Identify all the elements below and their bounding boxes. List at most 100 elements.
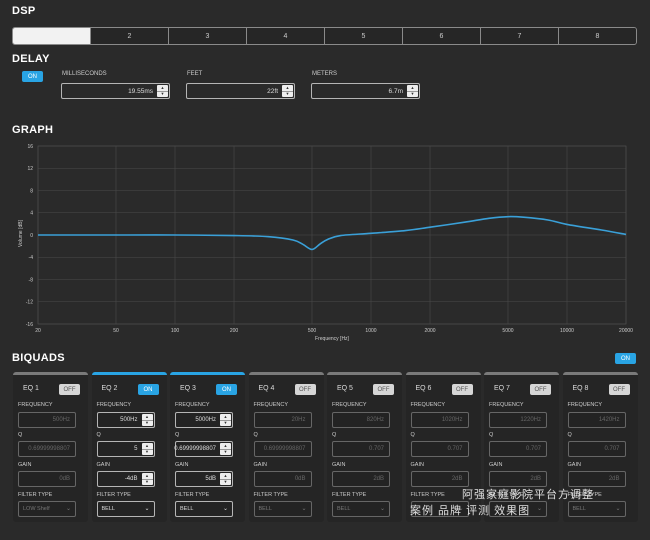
biquad-toggle[interactable]: OFF: [530, 384, 551, 395]
tab-channel-1[interactable]: [13, 28, 90, 44]
feet-stepper[interactable]: ▲ ▼: [282, 85, 293, 97]
frequency-input[interactable]: 1020Hz▲▼: [410, 412, 469, 428]
milliseconds-input[interactable]: 19.55ms ▲ ▼: [61, 83, 170, 99]
tab-channel-6[interactable]: 6: [402, 28, 480, 44]
q-value: 0.707: [604, 446, 620, 452]
gain-input[interactable]: 2dB▲▼: [567, 471, 626, 487]
stepper-up-icon[interactable]: ▲: [223, 442, 228, 448]
y-tick-label: 8: [30, 188, 33, 194]
frequency-input[interactable]: 1220Hz▲▼: [489, 412, 547, 428]
biquad-toggle[interactable]: OFF: [373, 384, 394, 395]
filter-type-select[interactable]: BELL ⌄: [175, 501, 233, 517]
filter-type-select[interactable]: BELL ⌄: [567, 501, 626, 517]
tab-channel-3[interactable]: 3: [168, 28, 246, 44]
q-input[interactable]: 0.707▲▼: [567, 441, 626, 457]
biquad-toggle[interactable]: ON: [216, 384, 237, 395]
stepper-up-icon[interactable]: ▲: [145, 442, 149, 448]
gain-input[interactable]: 0dB▲▼: [18, 471, 76, 487]
gain-input[interactable]: 2dB▲▼: [410, 471, 469, 487]
q-value: 0.707: [525, 446, 541, 452]
gain-input[interactable]: 5dB ▲ ▼: [175, 471, 233, 487]
biquad-name: EQ 5: [337, 385, 353, 392]
frequency-input[interactable]: 500Hz▲▼: [18, 412, 76, 428]
frequency-input[interactable]: 5000Hz ▲ ▼: [175, 412, 233, 428]
frequency-input[interactable]: 1420Hz▲▼: [567, 412, 626, 428]
q-stepper[interactable]: ▲ ▼: [141, 442, 153, 456]
filter-type-select[interactable]: BELL ⌄: [253, 501, 312, 517]
q-input[interactable]: 0.69999998807▲▼: [253, 441, 312, 457]
stepper-down-icon[interactable]: ▼: [141, 419, 153, 427]
stepper-up-icon[interactable]: ▲: [410, 84, 415, 90]
tab-channel-7[interactable]: 7: [480, 28, 558, 44]
stepper-up-icon[interactable]: ▲: [223, 413, 228, 419]
delay-toggle[interactable]: ON: [22, 71, 43, 82]
q-value: 0.707: [447, 446, 463, 452]
biquads-toggle[interactable]: ON: [615, 353, 636, 364]
stepper-down-icon[interactable]: ▼: [220, 419, 231, 427]
stepper-down-icon[interactable]: ▼: [407, 90, 418, 98]
biquad-card-8: EQ 8 OFF FREQUENCY 1420Hz▲▼ Q 0.707▲▼ GAIN 2dB▲…: [562, 372, 638, 522]
x-tick-label: 20000: [619, 328, 633, 334]
stepper-down-icon[interactable]: ▼: [141, 478, 153, 486]
stepper-down-icon[interactable]: ▼: [220, 478, 231, 486]
gain-stepper[interactable]: ▲ ▼: [141, 472, 153, 486]
q-input[interactable]: 5 ▲ ▼: [96, 441, 155, 457]
stepper-down-icon[interactable]: ▼: [141, 448, 153, 456]
biquad-toggle[interactable]: ON: [137, 384, 159, 395]
meters-input[interactable]: 6.7m ▲ ▼: [311, 83, 420, 99]
gain-input[interactable]: 2dB▲▼: [489, 471, 547, 487]
frequency-stepper[interactable]: ▲ ▼: [220, 414, 231, 426]
gain-input[interactable]: 2dB▲▼: [332, 471, 390, 487]
y-tick-label: -16: [26, 322, 33, 328]
filter-type-label: FILTER TYPE: [175, 492, 210, 498]
tab-channel-8[interactable]: 8: [558, 28, 636, 44]
filter-type-label: FILTER TYPE: [96, 492, 131, 498]
filter-type-select[interactable]: ⌄: [410, 501, 469, 517]
frequency-input[interactable]: 500Hz▲▼: [96, 412, 155, 428]
stepper-up-icon[interactable]: ▲: [160, 84, 165, 90]
gain-stepper[interactable]: ▲ ▼: [220, 473, 231, 485]
frequency-input[interactable]: 20Hz▲▼: [253, 412, 312, 428]
stepper-down-icon[interactable]: ▼: [220, 448, 231, 456]
q-input[interactable]: 0.707▲▼: [489, 441, 547, 457]
filter-type-select[interactable]: ⌄: [489, 501, 547, 517]
frequency-label: FREQUENCY: [18, 402, 53, 408]
q-label: Q: [489, 432, 494, 438]
gain-input[interactable]: -4dB ▲ ▼: [96, 471, 155, 487]
q-stepper[interactable]: ▲ ▼: [220, 443, 231, 455]
filter-type-select[interactable]: BELL ⌄: [96, 501, 155, 517]
tab-channel-5[interactable]: 5: [324, 28, 402, 44]
filter-type-select[interactable]: BELL ⌄: [332, 501, 390, 517]
biquad-toggle[interactable]: OFF: [608, 384, 630, 395]
q-input[interactable]: 0.707▲▼: [332, 441, 390, 457]
milliseconds-stepper[interactable]: ▲ ▼: [157, 85, 168, 97]
stepper-down-icon[interactable]: ▼: [282, 90, 293, 98]
x-tick-label: 20: [35, 328, 41, 334]
biquad-toggle[interactable]: OFF: [59, 384, 80, 395]
x-tick-label: 10000: [560, 328, 574, 334]
biquad-name: EQ 8: [572, 385, 589, 392]
biquad-toggle[interactable]: OFF: [451, 384, 473, 395]
biquad-card-5: EQ 5 OFF FREQUENCY 820Hz▲▼ Q 0.707▲▼ GAIN 2dB▲▼…: [327, 372, 402, 522]
frequency-stepper[interactable]: ▲ ▼: [141, 413, 153, 427]
stepper-down-icon[interactable]: ▼: [157, 90, 168, 98]
gain-label: GAIN: [18, 462, 32, 468]
stepper-up-icon[interactable]: ▲: [145, 413, 149, 419]
gain-input[interactable]: 0dB▲▼: [253, 471, 312, 487]
meters-stepper[interactable]: ▲ ▼: [407, 85, 418, 97]
frequency-input[interactable]: 820Hz▲▼: [332, 412, 390, 428]
stepper-up-icon[interactable]: ▲: [145, 472, 149, 478]
stepper-up-icon[interactable]: ▲: [285, 84, 290, 90]
q-input[interactable]: 0.707▲▼: [410, 441, 469, 457]
biquad-toggle[interactable]: OFF: [294, 384, 316, 395]
biquad-name: EQ 2: [101, 385, 118, 392]
q-label: Q: [332, 432, 337, 438]
filter-type-value: BELL: [337, 506, 351, 512]
filter-type-select[interactable]: LOW Shelf ⌄: [18, 501, 76, 517]
q-input[interactable]: 0.69999998807▲▼: [174, 441, 233, 457]
q-input[interactable]: 0.69999998807▲▼: [18, 441, 76, 457]
tab-channel-4[interactable]: 4: [246, 28, 324, 44]
feet-input[interactable]: 22ft ▲ ▼: [186, 83, 295, 99]
tab-channel-2[interactable]: 2: [90, 28, 168, 44]
stepper-up-icon[interactable]: ▲: [223, 472, 228, 478]
